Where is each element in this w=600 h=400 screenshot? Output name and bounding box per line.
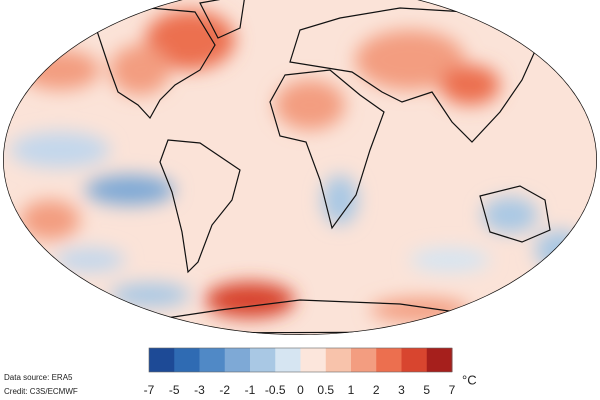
colorbar-bin [224, 348, 251, 372]
map [3, 0, 597, 335]
colorbar-label: 1 [348, 383, 355, 397]
coastline [269, 69, 385, 230]
credit: Credit: C3S/ECMWF [4, 387, 78, 396]
colorbar-bin [174, 348, 200, 372]
data-source: Data source: ERA5 [4, 373, 73, 382]
colorbar-bin [199, 348, 226, 372]
legend-unit: °C [462, 372, 477, 387]
colorbar-label: -3 [194, 383, 205, 397]
colorbar-label: -5 [169, 383, 180, 397]
coastline [159, 139, 241, 274]
colorbar-bin [275, 348, 301, 372]
colorbar-bin [351, 348, 377, 372]
colorbar-label: -7 [144, 383, 155, 397]
colorbar-label: -2 [219, 383, 230, 397]
colorbar-label: 2 [373, 383, 380, 397]
coastline [289, 7, 541, 143]
colorbar-label: 7 [449, 383, 456, 397]
colorbar-label: 0 [297, 383, 304, 397]
colorbar-frame [148, 347, 453, 373]
colorbar-label: 0.5 [317, 383, 334, 397]
colorbar-label: -0.5 [265, 383, 286, 397]
colorbar: -7 -5 -3 -2 -1 -0.5 0 0.5 1 2 3 5 7 [144, 347, 456, 397]
colorbar-bin [376, 348, 402, 372]
colorbar-bin [250, 348, 276, 372]
map-background [3, 0, 597, 335]
colorbar-bin [426, 348, 453, 372]
colorbar-bin [300, 348, 327, 372]
colorbar-label: 5 [423, 383, 430, 397]
coastline [94, 7, 216, 120]
colorbar-bin [325, 348, 352, 372]
coastline [199, 0, 246, 39]
colorbar-label: -1 [245, 383, 256, 397]
colorbar-bin [149, 348, 175, 372]
colorbar-label: 3 [398, 383, 405, 397]
coastline [479, 185, 551, 243]
colorbar-bin [401, 348, 428, 372]
